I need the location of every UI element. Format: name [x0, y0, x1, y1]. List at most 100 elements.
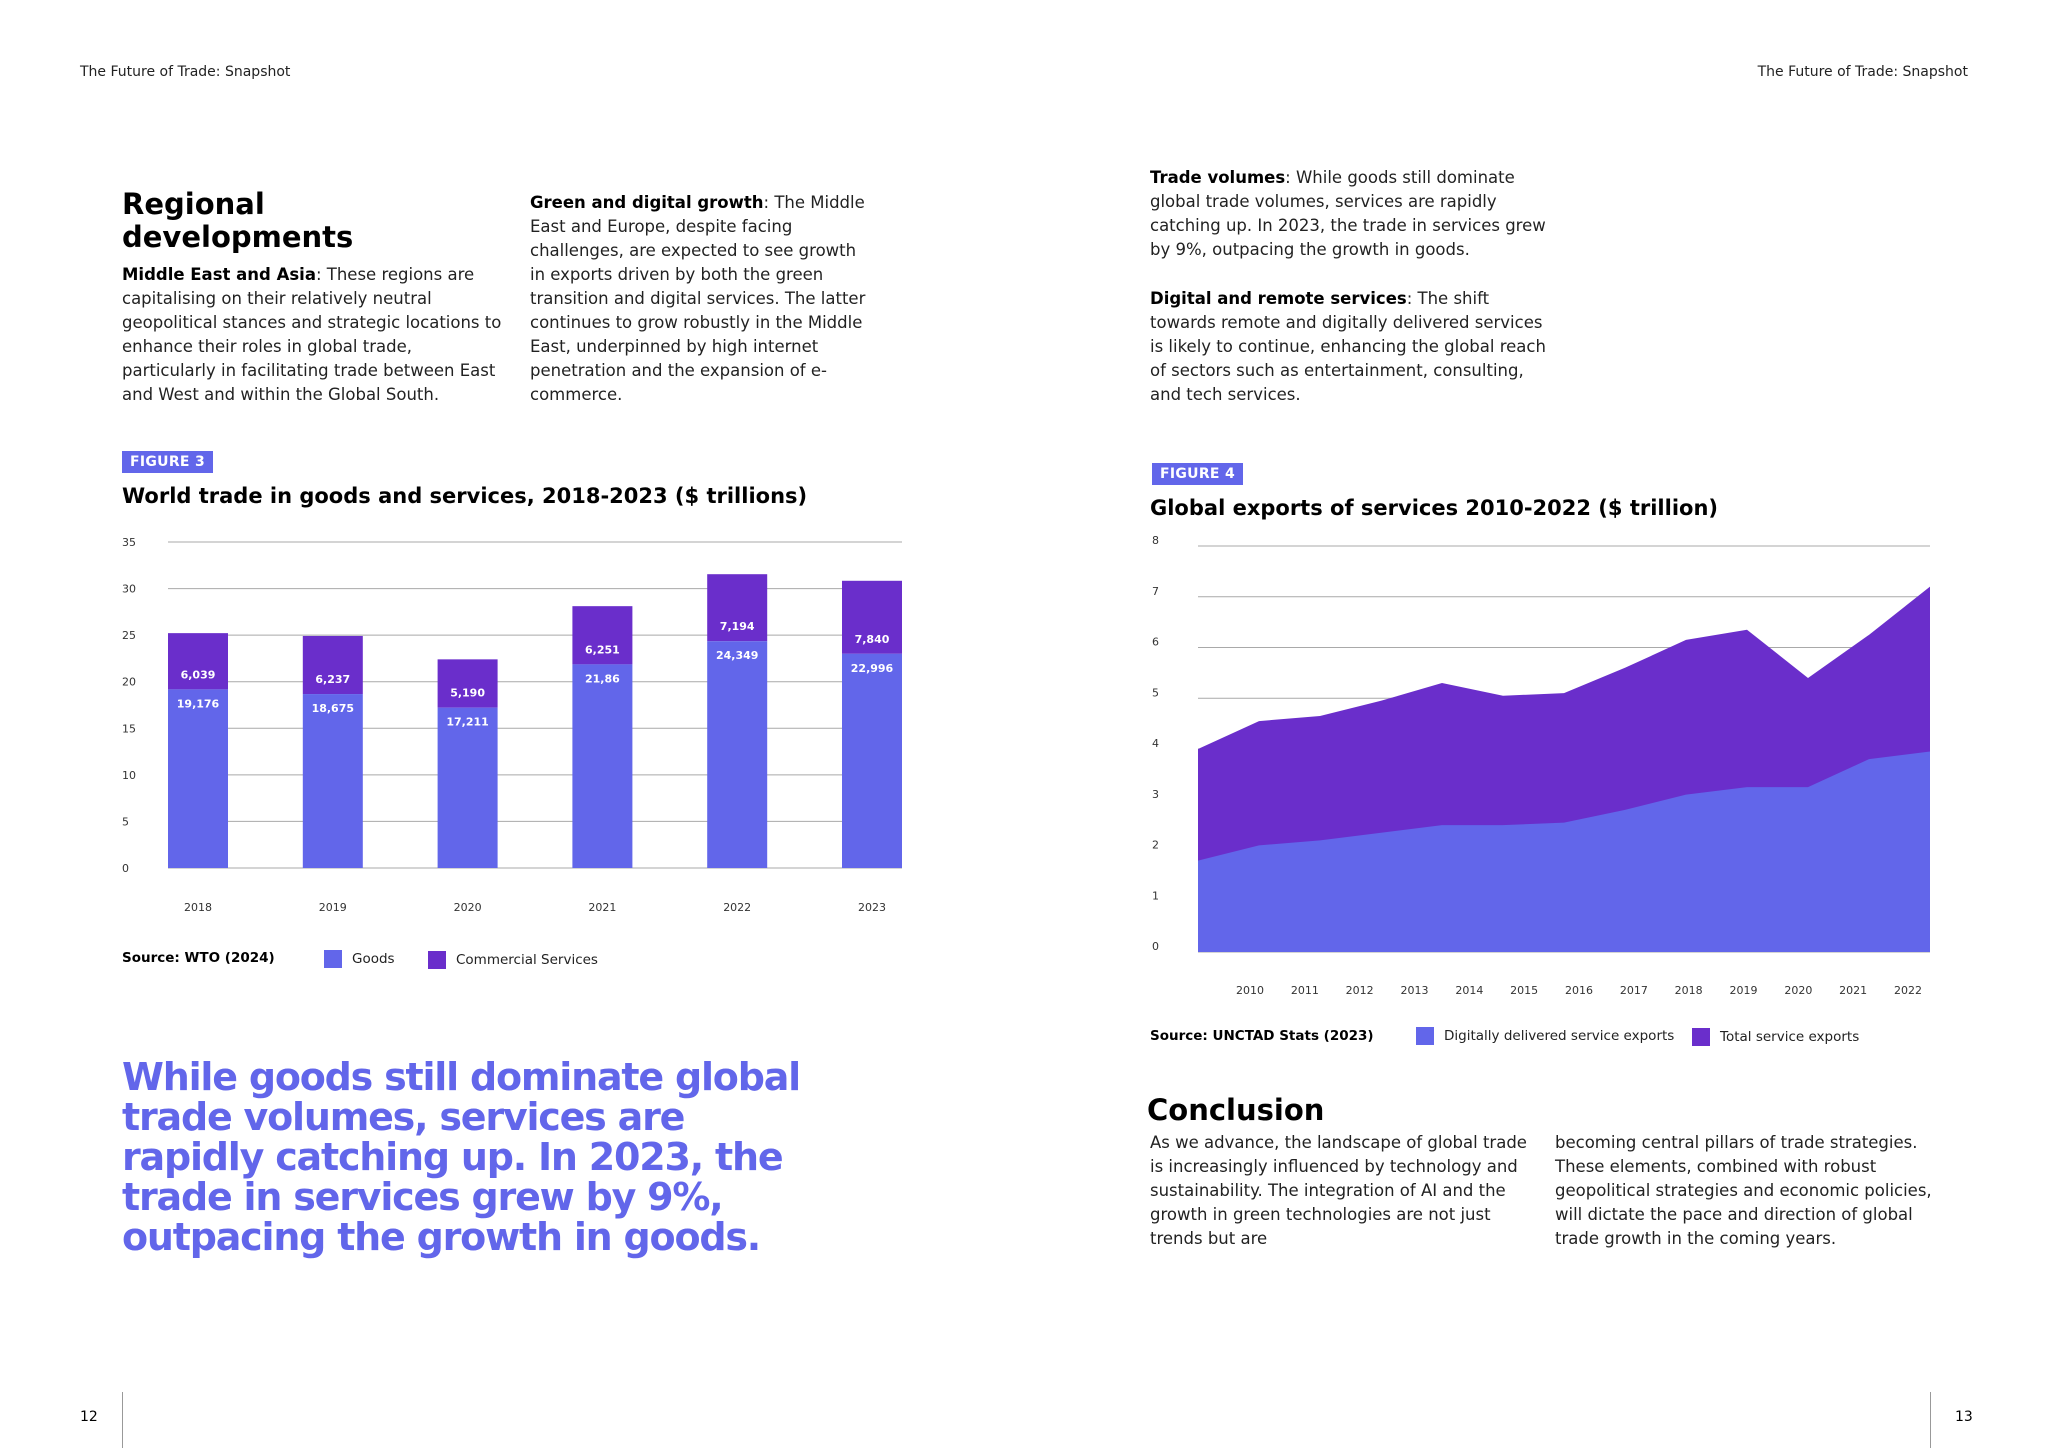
x-tick-label: 2022 — [1894, 984, 1922, 997]
area-chart: 0 1 2 3 4 5 6 7 8 2010 2011 2012 2013 2014 2015 2016 201… — [1152, 534, 1930, 997]
goods-data-label: 18,675 — [312, 702, 354, 715]
x-tick-label: 2019 — [1730, 984, 1758, 997]
x-tick-label: 2016 — [1565, 984, 1593, 997]
figure-4-title: Global exports of services 2010-2022 ($ … — [1150, 496, 1718, 520]
y-tick-label: 8 — [1152, 534, 1159, 547]
paragraph-label: Green and digital growth — [530, 193, 764, 212]
services-bar — [302, 635, 363, 695]
x-tick-label: 2013 — [1401, 984, 1429, 997]
running-title-left: The Future of Trade: Snapshot — [80, 64, 291, 80]
paragraph-digital-remote: Digital and remote services: The shift t… — [1150, 287, 1550, 407]
x-tick-label: 2018 — [184, 901, 212, 914]
legend-digital-label: Digitally delivered service exports — [1444, 1028, 1675, 1044]
goods-data-label: 19,176 — [177, 697, 220, 710]
y-tick-label: 35 — [122, 536, 136, 549]
goods-data-label: 24,349 — [716, 649, 758, 662]
services-bar — [168, 633, 228, 690]
heading-line-2: developments — [122, 220, 354, 254]
legend-services: Commercial Services — [428, 951, 598, 969]
digital-service-exports-area — [1198, 751, 1930, 952]
legend-digital: Digitally delivered service exports — [1416, 1027, 1674, 1045]
y-tick-label: 6 — [1152, 636, 1159, 649]
services-data-label: 6,237 — [315, 673, 350, 686]
goods-bar — [842, 653, 902, 868]
x-tick-label: 2011 — [1291, 984, 1319, 997]
figure-3-source: Source: WTO (2024) — [122, 950, 275, 966]
goods-bar — [302, 694, 363, 868]
figure-4-source: Source: UNCTAD Stats (2023) — [1150, 1028, 1374, 1044]
x-tick-label: 2023 — [858, 901, 886, 914]
services-data-label: 6,039 — [181, 668, 216, 681]
paragraph-text: : The Middle East and Europe, despite fa… — [530, 193, 866, 404]
y-tick-label: 3 — [1152, 788, 1159, 801]
services-bar — [707, 574, 768, 642]
x-tick-label: 2020 — [454, 901, 482, 914]
bar-chart: 0 5 10 15 20 25 30 35 6,039 19,176 2018 6,237 18,675… — [122, 536, 902, 914]
conclusion-heading-text: Conclusion — [1147, 1093, 1325, 1127]
goods-bar — [437, 707, 498, 868]
x-tick-label: 2020 — [1784, 984, 1812, 997]
x-tick-label: 2018 — [1675, 984, 1703, 997]
section-heading: Regional developments — [122, 188, 502, 254]
paragraph-middle-east-asia: Middle East and Asia: These regions are … — [122, 263, 502, 407]
y-tick-label: 5 — [122, 815, 129, 828]
services-data-label: 5,190 — [450, 687, 485, 700]
figure-3-label: FIGURE 3 — [122, 451, 213, 473]
legend-total: Total service exports — [1692, 1028, 1859, 1046]
y-tick-label: 25 — [122, 629, 136, 642]
paragraph-text: : While goods still dominate global trad… — [1150, 168, 1546, 259]
page-number-left: 12 — [80, 1409, 98, 1425]
legend-total-label: Total service exports — [1720, 1029, 1860, 1045]
y-tick-label: 1 — [1152, 889, 1159, 902]
pull-quote: While goods still dominate global trade … — [122, 1055, 801, 1259]
goods-data-label: 21,86 — [585, 672, 620, 685]
paragraph-text: : These regions are capitalising on thei… — [122, 265, 502, 404]
y-tick-label: 10 — [122, 769, 136, 782]
paragraph-label: Trade volumes — [1150, 168, 1286, 187]
page-divider-right — [1930, 1392, 1931, 1448]
goods-bar — [707, 641, 768, 868]
x-tick-label: 2021 — [1839, 984, 1867, 997]
paragraph-green-digital: Green and digital growth: The Middle Eas… — [530, 191, 870, 407]
y-tick-label: 20 — [122, 676, 136, 689]
x-tick-label: 2010 — [1236, 984, 1264, 997]
y-tick-label: 30 — [122, 583, 136, 596]
y-tick-label: 2 — [1152, 839, 1159, 852]
x-tick-label: 2014 — [1455, 984, 1483, 997]
y-tick-label: 0 — [122, 862, 129, 875]
x-tick-label: 2012 — [1346, 984, 1374, 997]
conclusion-heading: Conclusion — [1147, 1094, 1324, 1127]
services-data-label: 7,194 — [720, 620, 755, 633]
goods-bar — [168, 689, 228, 868]
y-tick-label: 5 — [1152, 686, 1159, 699]
goods-data-label: 17,211 — [446, 716, 488, 729]
x-tick-label: 2019 — [319, 901, 347, 914]
conclusion-column-1: As we advance, the landscape of global t… — [1150, 1133, 1527, 1248]
y-tick-label: 0 — [1152, 940, 1159, 953]
paragraph-label: Middle East and Asia — [122, 265, 316, 284]
y-tick-label: 7 — [1152, 585, 1159, 598]
legend-digital-swatch — [1416, 1027, 1434, 1045]
y-tick-label: 15 — [122, 722, 136, 735]
paragraph-label: Digital and remote services — [1150, 289, 1407, 308]
services-data-label: 6,251 — [585, 643, 620, 656]
legend-total-swatch — [1692, 1028, 1710, 1046]
x-tick-label: 2017 — [1620, 984, 1648, 997]
legend-goods: Goods — [324, 950, 395, 968]
paragraph-trade-volumes: Trade volumes: While goods still dominat… — [1150, 166, 1550, 262]
legend-goods-label: Goods — [352, 951, 395, 967]
goods-bar — [572, 664, 633, 868]
paragraph-text: : The shift towards remote and digitally… — [1150, 289, 1546, 404]
goods-data-label: 22,996 — [851, 662, 894, 675]
services-data-label: 7,840 — [855, 633, 890, 646]
services-bar — [572, 606, 633, 665]
page-number-right: 13 — [1955, 1409, 1973, 1425]
figure-4-label: FIGURE 4 — [1152, 463, 1243, 485]
legend-services-swatch — [428, 951, 446, 969]
x-tick-label: 2021 — [588, 901, 616, 914]
x-tick-label: 2015 — [1510, 984, 1538, 997]
page-divider-left — [122, 1392, 123, 1448]
services-bar — [842, 580, 902, 654]
legend-services-label: Commercial Services — [456, 952, 598, 968]
y-tick-label: 4 — [1152, 737, 1159, 750]
